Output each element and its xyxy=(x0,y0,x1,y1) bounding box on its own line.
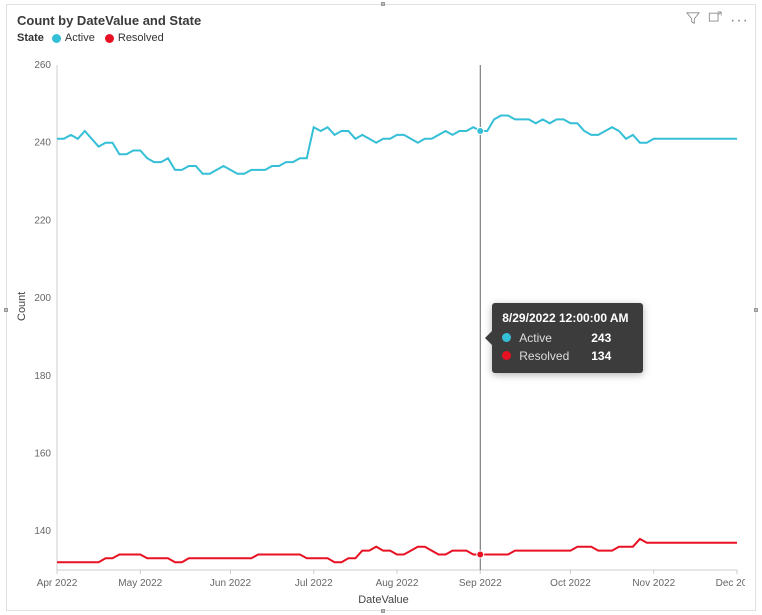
svg-text:Oct 2022: Oct 2022 xyxy=(550,578,591,589)
tooltip-dot-active xyxy=(502,333,511,342)
svg-text:160: 160 xyxy=(34,448,51,459)
legend-text-active: Active xyxy=(65,32,95,44)
legend-swatch-resolved xyxy=(105,34,114,43)
tooltip-val-active: 243 xyxy=(591,329,611,347)
svg-text:140: 140 xyxy=(34,526,51,537)
resize-handle-top[interactable] xyxy=(381,2,385,6)
hover-marker-resolved xyxy=(477,551,484,558)
more-options-icon[interactable]: ··· xyxy=(730,15,749,27)
svg-text:260: 260 xyxy=(34,60,51,71)
resize-handle-right[interactable] xyxy=(754,308,758,312)
hover-tooltip: 8/29/2022 12:00:00 AM Active 243 Resolve… xyxy=(492,303,642,373)
legend-field-label: State xyxy=(17,32,44,44)
tooltip-row-resolved: Resolved 134 xyxy=(502,347,628,365)
svg-text:May 2022: May 2022 xyxy=(118,578,162,589)
legend-item-active[interactable]: Active xyxy=(52,32,95,44)
svg-text:200: 200 xyxy=(34,293,51,304)
hover-marker-active xyxy=(477,128,484,135)
filter-icon[interactable] xyxy=(686,11,700,30)
tooltip-name-resolved: Resolved xyxy=(519,347,583,365)
tooltip-val-resolved: 134 xyxy=(591,347,611,365)
svg-text:Jun 2022: Jun 2022 xyxy=(210,578,252,589)
tooltip-date: 8/29/2022 12:00:00 AM xyxy=(502,311,628,325)
legend-swatch-active xyxy=(52,34,61,43)
tooltip-name-active: Active xyxy=(519,329,583,347)
svg-text:220: 220 xyxy=(34,215,51,226)
svg-text:Aug 2022: Aug 2022 xyxy=(376,578,419,589)
svg-text:180: 180 xyxy=(34,371,51,382)
plot-area[interactable]: Count 140160180200220240260Apr 2022May 2… xyxy=(22,59,745,602)
resize-handle-left[interactable] xyxy=(4,308,8,312)
svg-text:Sep 2022: Sep 2022 xyxy=(459,578,502,589)
svg-text:Apr 2022: Apr 2022 xyxy=(37,578,78,589)
svg-text:Jul 2022: Jul 2022 xyxy=(295,578,333,589)
tooltip-row-active: Active 243 xyxy=(502,329,628,347)
legend: State Active Resolved xyxy=(7,28,755,44)
legend-item-resolved[interactable]: Resolved xyxy=(105,32,164,44)
series-line-active xyxy=(57,116,737,174)
svg-text:Nov 2022: Nov 2022 xyxy=(632,578,675,589)
series-line-resolved xyxy=(57,539,737,562)
tooltip-caret xyxy=(485,331,492,345)
chart-header: Count by DateValue and State ··· xyxy=(7,5,755,28)
chart-card: Count by DateValue and State ··· State A… xyxy=(6,4,756,611)
legend-text-resolved: Resolved xyxy=(118,32,164,44)
svg-text:240: 240 xyxy=(34,138,51,149)
tooltip-dot-resolved xyxy=(502,351,511,360)
x-axis-label: DateValue xyxy=(358,594,409,606)
focus-mode-icon[interactable] xyxy=(708,11,722,30)
chart-toolbar: ··· xyxy=(686,11,749,30)
svg-text:Dec 2022: Dec 2022 xyxy=(716,578,745,589)
chart-title: Count by DateValue and State xyxy=(17,13,745,28)
resize-handle-bottom[interactable] xyxy=(381,609,385,613)
